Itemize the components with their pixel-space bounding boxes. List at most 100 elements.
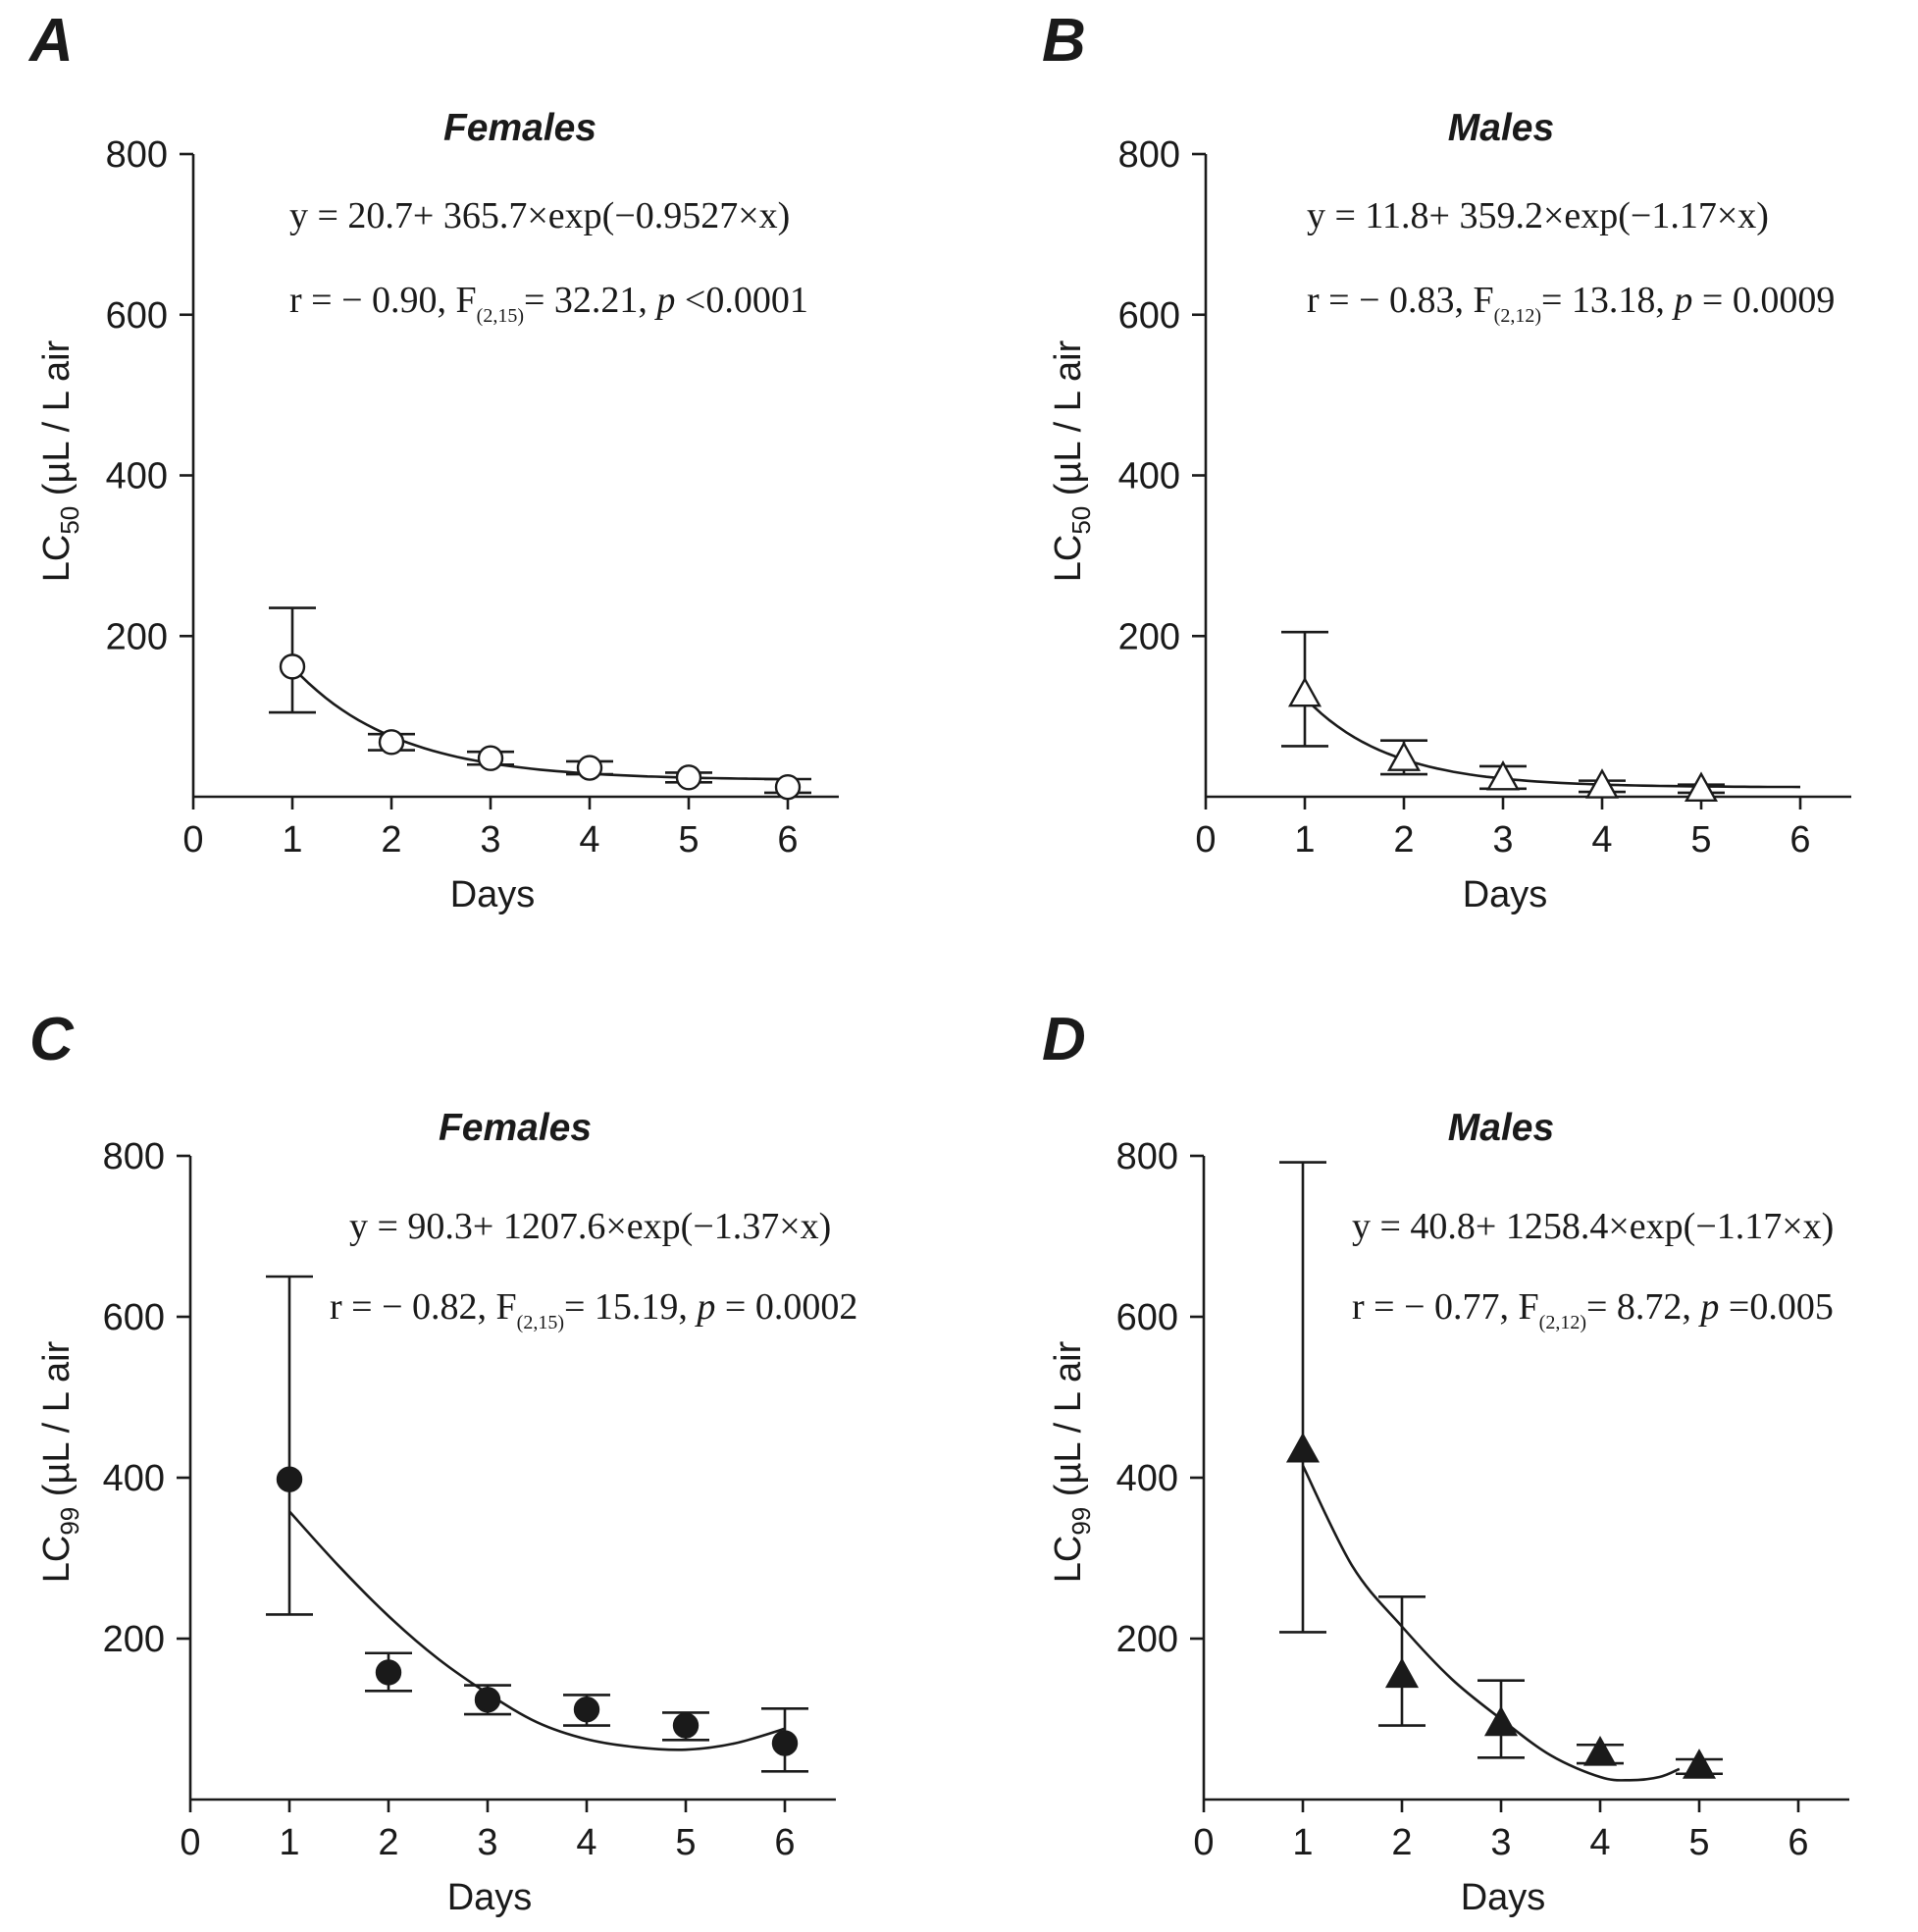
- x-tick-label: 6: [774, 1822, 795, 1863]
- stats-r: r = − 0.82, F: [330, 1286, 517, 1328]
- y-tick-label: 800: [1118, 134, 1180, 176]
- stats-df: (2,12): [1539, 1312, 1586, 1333]
- fit-curve: [291, 665, 789, 781]
- fit-stats: r = − 0.82, F(2,15)= 15.19, p = 0.0002: [330, 1286, 857, 1333]
- fit-stats: r = − 0.83, F(2,12)= 13.18, p = 0.0009: [1307, 280, 1835, 327]
- data-point: [1682, 1749, 1717, 1779]
- data-point: [474, 1687, 501, 1713]
- data-point: [576, 755, 603, 781]
- y-label-main: LC: [1048, 535, 1089, 583]
- x-tick-label: 4: [576, 1822, 596, 1863]
- x-tick-label: 4: [1589, 1822, 1610, 1863]
- x-tick-label: 2: [1391, 1822, 1412, 1863]
- data-point: [771, 1730, 799, 1756]
- y-axis-label-text: LC50 (µL / L air: [1048, 339, 1096, 582]
- fit-equation: y = 11.8+ 359.2×exp(−1.17×x): [1307, 195, 1769, 236]
- data-point: [1582, 1735, 1618, 1766]
- x-tick-label: 2: [381, 819, 401, 861]
- x-tick-label: 5: [675, 1822, 696, 1863]
- panel-b: B Males 200 400 600 800 0 1 2 3 4 5 6 Days LC50 (µL / …: [1042, 7, 1851, 915]
- data-point: [1483, 1705, 1519, 1737]
- y-label-sub: 50: [55, 506, 84, 535]
- stats-df: (2,12): [1494, 305, 1541, 327]
- data-point: [1584, 768, 1620, 799]
- x-tick-label: 3: [477, 1822, 497, 1863]
- y-tick-label: 800: [106, 134, 168, 176]
- y-label-main: LC: [36, 535, 78, 583]
- stats-f: = 15.19,: [564, 1286, 697, 1328]
- x-tick-label: 0: [1195, 819, 1216, 861]
- x-tick-label: 1: [1294, 819, 1315, 861]
- y-tick-label: 800: [103, 1136, 165, 1177]
- fit-equation: y = 40.8+ 1258.4×exp(−1.17×x): [1352, 1206, 1834, 1247]
- y-label-main: LC: [36, 1536, 78, 1584]
- x-tick-label: 5: [1688, 1822, 1709, 1863]
- fit-stats: r = − 0.77, F(2,12)= 8.72, p =0.005: [1352, 1286, 1834, 1333]
- chart-title: Males: [1448, 107, 1554, 149]
- y-label-unit: (µL / L air: [1048, 1340, 1089, 1506]
- stats-p: p: [694, 1286, 715, 1328]
- x-tick-label: 3: [1490, 1822, 1511, 1863]
- panel-letter: B: [1042, 7, 1086, 75]
- fit-stats: r = − 0.90, F(2,15)= 32.21, p <0.0001: [289, 280, 808, 327]
- panel-letter: A: [27, 7, 74, 75]
- data-point: [276, 1466, 303, 1492]
- data-point: [1287, 676, 1322, 707]
- data-point: [573, 1696, 600, 1723]
- fit-equation: y = 90.3+ 1207.6×exp(−1.37×x): [349, 1206, 831, 1247]
- stats-pval: = 0.0002: [715, 1286, 857, 1328]
- data-point: [672, 1712, 700, 1739]
- stats-pval: =0.005: [1719, 1286, 1833, 1328]
- y-tick-label: 400: [1118, 456, 1180, 497]
- data-point: [1285, 1432, 1321, 1463]
- y-tick-label: 400: [103, 1458, 165, 1499]
- x-tick-label: 2: [1393, 819, 1414, 861]
- x-tick-label: 5: [678, 819, 699, 861]
- x-axis-label: Days: [450, 874, 536, 915]
- x-tick-label: 4: [1591, 819, 1612, 861]
- y-tick-label: 200: [106, 616, 168, 657]
- fit-equation: y = 20.7+ 365.7×exp(−0.9527×x): [289, 195, 790, 236]
- x-tick-label: 6: [777, 819, 798, 861]
- y-tick-label: 200: [103, 1619, 165, 1660]
- y-tick-label: 200: [1118, 616, 1180, 657]
- y-tick-label: 600: [1116, 1297, 1178, 1338]
- x-tick-label: 0: [180, 1822, 200, 1863]
- panel-a: A Females 200 400 600 800 0 1 2 3 4 5 6 Days LC50 (µL …: [27, 7, 839, 915]
- x-tick-label: 1: [282, 819, 302, 861]
- stats-p: p: [1671, 280, 1692, 321]
- stats-f: = 8.72,: [1586, 1286, 1700, 1328]
- panel-letter: D: [1042, 1006, 1086, 1073]
- panel-d: D Males 200 400 600 800 0 1 2 3 4 5 6 Days LC99 (µL / …: [1042, 1006, 1849, 1918]
- y-label-main: LC: [1048, 1536, 1089, 1584]
- x-axis-label: Days: [447, 1877, 533, 1918]
- x-tick-label: 2: [378, 1822, 398, 1863]
- stats-pval: <0.0001: [675, 280, 807, 321]
- y-label-sub: 99: [1066, 1507, 1096, 1536]
- stats-pval: = 0.0009: [1692, 280, 1835, 321]
- y-axis-label-text: LC99 (µL / L air: [1048, 1340, 1096, 1583]
- x-axis-label: Days: [1461, 1877, 1546, 1918]
- stats-p: p: [1697, 1286, 1719, 1328]
- y-axis-label: LC50 (µL / L air: [1048, 339, 1096, 582]
- y-axis-label: LC99 (µL / L air: [36, 1340, 84, 1583]
- error-bar: [1279, 1161, 1326, 1634]
- stats-f: = 13.18,: [1541, 280, 1674, 321]
- panel-c: C Females 200 400 600 800 0 1 2 3 4 5 6 Days LC99 (µL …: [29, 1006, 857, 1918]
- x-tick-label: 4: [579, 819, 599, 861]
- data-point: [375, 1659, 402, 1686]
- y-tick-label: 200: [1116, 1619, 1178, 1660]
- y-label-sub: 50: [1066, 506, 1096, 535]
- stats-df: (2,15): [477, 305, 524, 327]
- y-axis-label: LC50 (µL / L air: [36, 339, 84, 582]
- y-label-unit: (µL / L air: [36, 1340, 78, 1506]
- y-tick-label: 600: [106, 295, 168, 337]
- stats-df: (2,15): [517, 1312, 564, 1333]
- x-tick-label: 1: [279, 1822, 299, 1863]
- y-axis-label: LC99 (µL / L air: [1048, 1340, 1096, 1583]
- x-tick-label: 1: [1292, 1822, 1313, 1863]
- y-tick-label: 400: [106, 456, 168, 497]
- x-tick-label: 3: [1492, 819, 1513, 861]
- x-tick-label: 0: [1193, 1822, 1214, 1863]
